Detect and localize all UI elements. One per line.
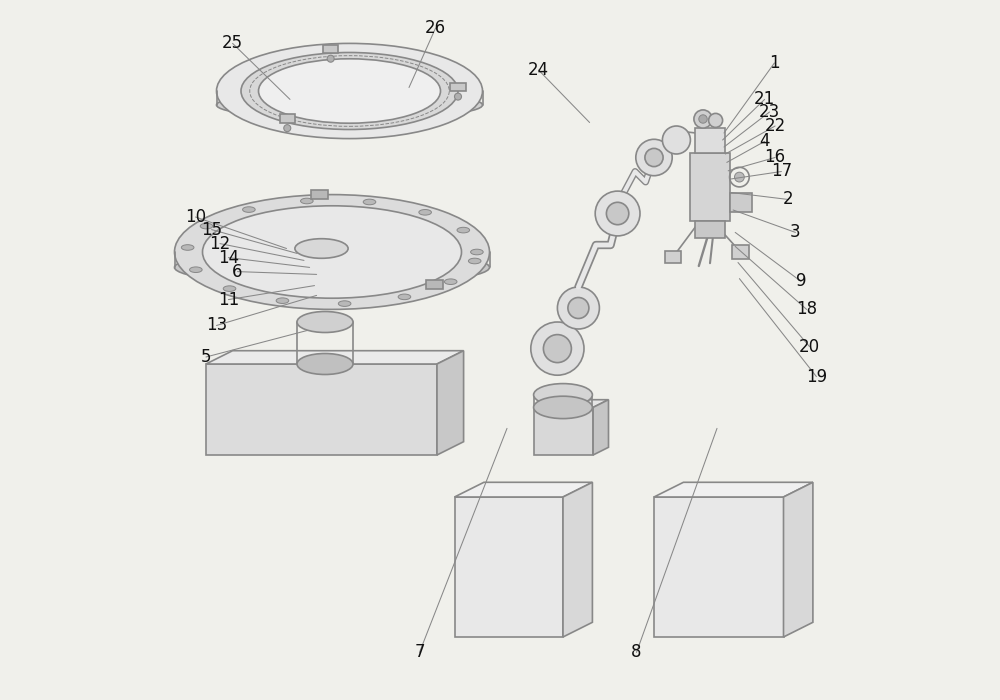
- Circle shape: [568, 298, 589, 318]
- Polygon shape: [534, 400, 608, 407]
- Polygon shape: [454, 482, 592, 497]
- Ellipse shape: [216, 91, 482, 119]
- Polygon shape: [690, 153, 730, 221]
- Polygon shape: [454, 497, 563, 637]
- Text: 10: 10: [185, 208, 206, 226]
- Circle shape: [694, 110, 712, 128]
- Text: 15: 15: [201, 220, 222, 239]
- Text: 20: 20: [799, 337, 820, 356]
- Text: 7: 7: [414, 643, 425, 662]
- Ellipse shape: [534, 384, 592, 406]
- Polygon shape: [730, 193, 752, 212]
- Ellipse shape: [444, 279, 457, 284]
- Text: 9: 9: [796, 272, 806, 290]
- Text: 24: 24: [528, 61, 549, 79]
- Ellipse shape: [202, 206, 462, 298]
- Ellipse shape: [190, 267, 202, 272]
- Polygon shape: [534, 407, 593, 455]
- Polygon shape: [654, 497, 784, 637]
- Circle shape: [454, 93, 462, 100]
- Ellipse shape: [276, 298, 289, 304]
- Text: 19: 19: [806, 368, 827, 386]
- Polygon shape: [437, 351, 464, 455]
- Circle shape: [531, 322, 584, 375]
- Text: 3: 3: [790, 223, 801, 242]
- Ellipse shape: [468, 258, 481, 264]
- Circle shape: [709, 113, 723, 127]
- Circle shape: [662, 126, 690, 154]
- Ellipse shape: [297, 312, 353, 332]
- Circle shape: [327, 55, 334, 62]
- Polygon shape: [695, 128, 725, 153]
- Polygon shape: [311, 190, 328, 200]
- Circle shape: [645, 148, 663, 167]
- Ellipse shape: [419, 209, 431, 215]
- Ellipse shape: [301, 198, 313, 204]
- Polygon shape: [280, 114, 295, 122]
- Text: 6: 6: [232, 262, 243, 281]
- Text: 5: 5: [201, 348, 211, 366]
- Text: 2: 2: [783, 190, 794, 209]
- Text: 25: 25: [222, 34, 243, 52]
- Text: 18: 18: [796, 300, 817, 318]
- Text: 1: 1: [769, 54, 780, 72]
- Circle shape: [284, 125, 291, 132]
- Ellipse shape: [241, 52, 458, 130]
- Polygon shape: [426, 279, 443, 289]
- Polygon shape: [654, 482, 813, 497]
- Text: 12: 12: [209, 234, 231, 253]
- Polygon shape: [784, 482, 813, 637]
- Circle shape: [734, 172, 744, 182]
- Ellipse shape: [398, 294, 411, 300]
- Text: 8: 8: [631, 643, 642, 662]
- Circle shape: [557, 287, 599, 329]
- Ellipse shape: [200, 223, 213, 229]
- Polygon shape: [563, 482, 592, 637]
- Ellipse shape: [223, 286, 236, 291]
- Circle shape: [606, 202, 629, 225]
- Ellipse shape: [363, 199, 376, 205]
- Polygon shape: [450, 83, 466, 91]
- Ellipse shape: [338, 301, 351, 307]
- Text: 14: 14: [218, 248, 239, 267]
- Circle shape: [595, 191, 640, 236]
- Ellipse shape: [175, 195, 490, 309]
- Text: 23: 23: [759, 103, 780, 121]
- Ellipse shape: [297, 354, 353, 374]
- Ellipse shape: [534, 396, 592, 419]
- Ellipse shape: [295, 239, 348, 258]
- Ellipse shape: [457, 228, 470, 233]
- Polygon shape: [323, 45, 338, 53]
- Ellipse shape: [216, 43, 482, 139]
- Ellipse shape: [471, 249, 483, 255]
- Circle shape: [699, 115, 707, 123]
- Text: 21: 21: [754, 90, 775, 108]
- Text: 13: 13: [206, 316, 227, 335]
- Ellipse shape: [243, 206, 255, 212]
- Polygon shape: [665, 251, 681, 263]
- Ellipse shape: [258, 59, 440, 123]
- Circle shape: [543, 335, 571, 363]
- Polygon shape: [206, 351, 464, 364]
- Polygon shape: [732, 245, 749, 259]
- Ellipse shape: [181, 245, 194, 251]
- Text: 4: 4: [759, 132, 770, 150]
- Ellipse shape: [175, 249, 490, 286]
- Polygon shape: [695, 221, 725, 238]
- Text: 22: 22: [764, 117, 786, 135]
- Text: 11: 11: [218, 290, 239, 309]
- Polygon shape: [593, 400, 608, 455]
- Polygon shape: [206, 364, 437, 455]
- Text: 17: 17: [771, 162, 792, 181]
- Text: 26: 26: [425, 19, 446, 37]
- Circle shape: [636, 139, 672, 176]
- Text: 16: 16: [765, 148, 786, 167]
